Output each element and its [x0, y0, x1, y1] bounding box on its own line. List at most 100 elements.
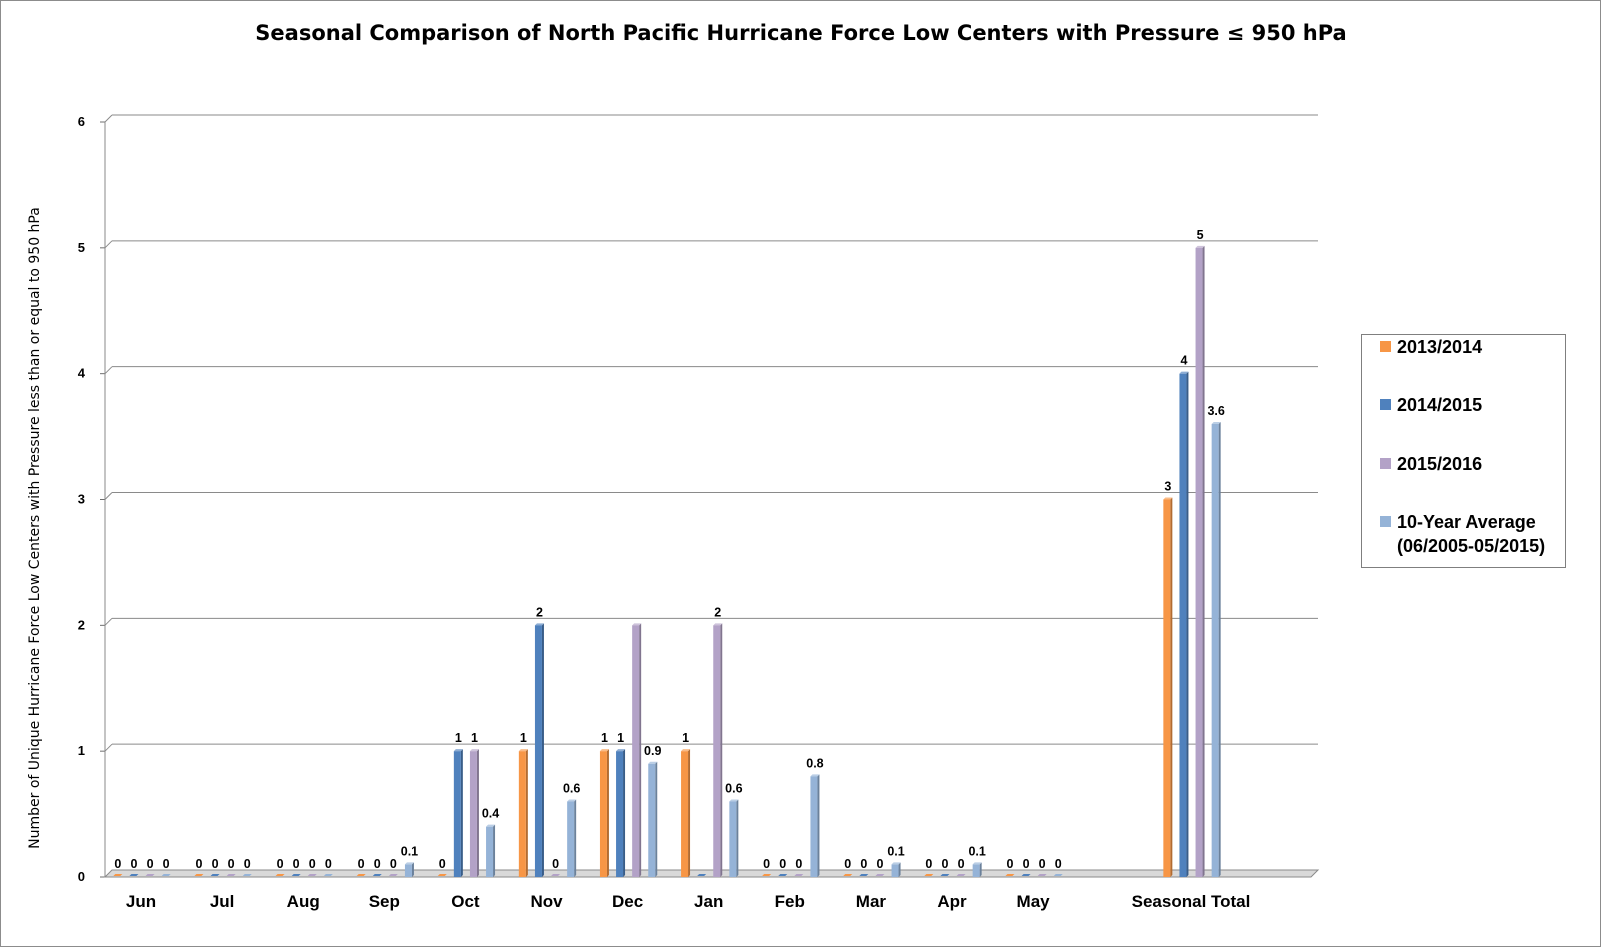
- data-label: 0: [860, 857, 867, 871]
- legend-label-line: 2015/2016: [1397, 454, 1483, 474]
- bar: [323, 874, 333, 876]
- bar: [794, 874, 804, 876]
- legend: 2013/2014 2014/2015 2015/2016 10-Year Avera…: [1361, 334, 1566, 568]
- bar: [875, 874, 885, 876]
- bar: [113, 874, 123, 876]
- data-label: 0.6: [563, 782, 580, 796]
- bar-front: [972, 864, 980, 877]
- bar: [778, 874, 788, 876]
- bar: [551, 874, 561, 876]
- bar-front: [453, 751, 461, 877]
- legend-label-line: 2014/2015: [1397, 395, 1483, 415]
- data-label: 0.1: [887, 844, 904, 858]
- bar: [1021, 874, 1031, 876]
- gridline-slant: [104, 743, 113, 752]
- legend-swatch: [1380, 399, 1391, 410]
- bar-front: [1179, 373, 1187, 877]
- data-label: 0: [325, 857, 332, 871]
- bar-side: [720, 623, 723, 877]
- data-label: 0.1: [401, 844, 418, 858]
- y-axis-label: Number of Unique Hurricane Force Low Cen…: [27, 207, 43, 849]
- data-label: 0: [228, 857, 235, 871]
- bar-flat: [129, 874, 139, 876]
- data-label: 0: [277, 857, 284, 871]
- data-label: 0: [293, 857, 300, 871]
- data-label: 0: [114, 857, 121, 871]
- bar-side: [476, 749, 479, 877]
- bar-flat: [1021, 874, 1031, 876]
- bar-flat: [859, 874, 869, 876]
- gridline-slant: [104, 617, 113, 626]
- bar: [486, 824, 496, 877]
- bar: [388, 874, 398, 876]
- data-label: 0: [1023, 857, 1030, 871]
- bar-side: [817, 774, 820, 877]
- bar: [940, 874, 950, 876]
- bar-top: [972, 862, 982, 865]
- legend-label: 2014/2015: [1397, 393, 1482, 417]
- data-label: 4: [1180, 354, 1187, 368]
- bar: [129, 874, 139, 876]
- bar-flat: [145, 874, 155, 876]
- bar-top: [518, 749, 528, 752]
- bar-top: [534, 623, 544, 626]
- bar-flat: [323, 874, 333, 876]
- bar-flat: [356, 874, 366, 876]
- bar-flat: [275, 874, 285, 876]
- bar: [469, 749, 479, 877]
- legend-label: 2015/2016: [1397, 452, 1482, 476]
- bar: [956, 874, 966, 876]
- bar: [1211, 422, 1221, 877]
- bar: [859, 874, 869, 876]
- bar-flat: [210, 874, 220, 876]
- bar-side: [541, 623, 544, 877]
- x-tick-label: Nov: [530, 892, 563, 911]
- bar: [1163, 497, 1173, 877]
- bar-top: [681, 749, 691, 752]
- x-tick-label: Mar: [856, 892, 887, 911]
- gridline-slant: [104, 240, 113, 249]
- data-label: 1: [682, 731, 689, 745]
- data-label: 0: [1006, 857, 1013, 871]
- bar-side: [898, 862, 901, 877]
- gridline-slant: [104, 114, 113, 123]
- bar-front: [404, 864, 412, 877]
- bar: [713, 623, 723, 877]
- bar-side: [525, 749, 528, 877]
- bar-flat: [437, 874, 447, 876]
- bar-flat: [843, 874, 853, 876]
- legend-swatch: [1380, 341, 1391, 352]
- bar-flat: [1005, 874, 1015, 876]
- bar-flat: [794, 874, 804, 876]
- bar: [145, 874, 155, 876]
- bar-flat: [388, 874, 398, 876]
- data-label: 1: [471, 731, 478, 745]
- bar-side: [639, 623, 642, 877]
- data-label: 0: [552, 857, 559, 871]
- bar-flat: [875, 874, 885, 876]
- legend-item: 2013/2014: [1380, 335, 1482, 359]
- gridline-slant: [104, 366, 113, 375]
- data-label: 0: [941, 857, 948, 871]
- data-label: 5: [1197, 228, 1204, 242]
- data-label: 0: [163, 857, 170, 871]
- data-label: 0: [795, 857, 802, 871]
- bar-flat: [1037, 874, 1047, 876]
- bar: [843, 874, 853, 876]
- data-label: 3.6: [1207, 404, 1224, 418]
- data-label: 1: [617, 731, 624, 745]
- bar-flat: [956, 874, 966, 876]
- data-label: 0: [195, 857, 202, 871]
- bar-front: [632, 625, 640, 877]
- bar-side: [979, 862, 982, 877]
- bar-side: [1218, 422, 1221, 877]
- bar: [437, 874, 447, 876]
- legend-item: 2014/2015: [1380, 393, 1482, 417]
- bar-top: [567, 799, 577, 802]
- bar-front: [616, 751, 624, 877]
- bar-front: [567, 801, 575, 877]
- bar-front: [599, 751, 607, 877]
- bar-side: [606, 749, 609, 877]
